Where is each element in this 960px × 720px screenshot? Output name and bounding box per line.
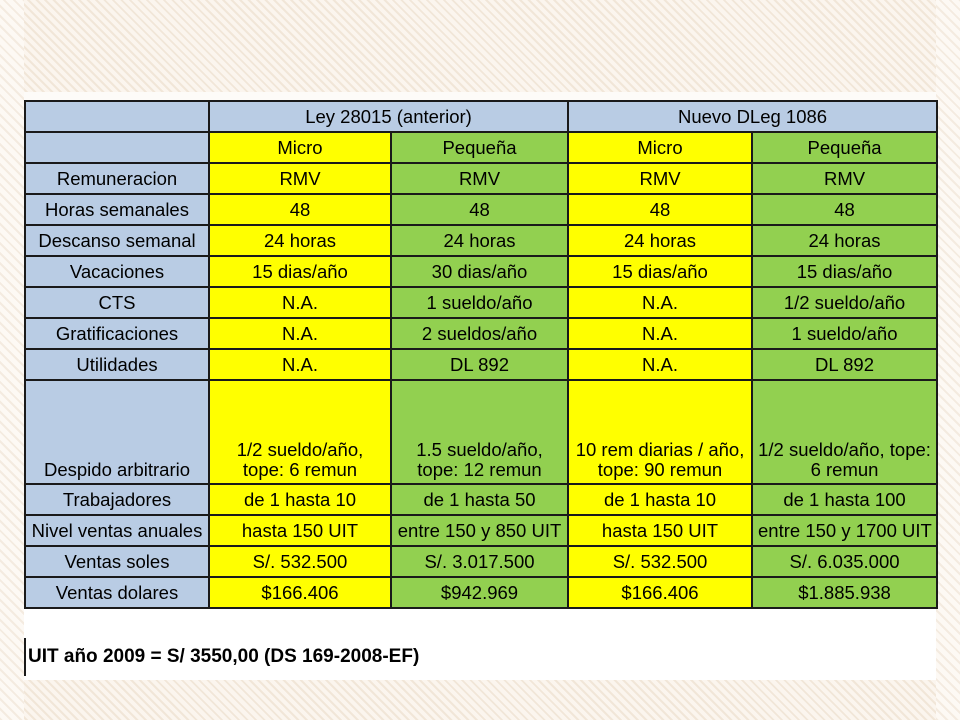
table-row: Horas semanales 48 48 48 48 bbox=[24, 193, 939, 226]
table-cell: DL 892 bbox=[751, 348, 939, 381]
table-cell: hasta 150 UIT bbox=[567, 514, 754, 547]
table-cell: RMV bbox=[567, 162, 754, 195]
table-cell: 1 sueldo/año bbox=[389, 286, 570, 319]
table-cell: 30 dias/año bbox=[389, 255, 570, 288]
table-cell: 24 horas bbox=[389, 224, 570, 257]
table-row: Remuneracion RMV RMV RMV RMV bbox=[24, 162, 939, 195]
decorative-frame-bottom bbox=[0, 680, 960, 720]
table-row: Despido arbitrario 1/2 sueldo/año, tope: 6… bbox=[24, 379, 939, 485]
row-label: Despido arbitrario bbox=[24, 379, 210, 485]
cell-line: 1/2 sueldo/año, bbox=[236, 439, 364, 461]
table-cell: 1.5 sueldo/año, tope: 12 remun bbox=[389, 379, 570, 485]
table-cell: N.A. bbox=[567, 286, 754, 319]
sub-header-micro: Micro bbox=[567, 131, 754, 164]
header-group-row: Ley 28015 (anterior) Nuevo DLeg 1086 bbox=[24, 100, 939, 133]
table-row: Ventas soles S/. 532.500 S/. 3.017.500 S/. … bbox=[24, 545, 939, 578]
table-cell: $942.969 bbox=[389, 576, 570, 609]
table-cell: N.A. bbox=[208, 286, 392, 319]
corner-cell bbox=[24, 100, 210, 133]
cell-line: tope: 12 remun bbox=[417, 458, 542, 480]
row-label: Descanso semanal bbox=[24, 224, 210, 257]
table-cell: 1/2 sueldo/año bbox=[751, 286, 939, 319]
table-cell: N.A. bbox=[208, 348, 392, 381]
table-cell: 15 dias/año bbox=[751, 255, 939, 288]
header-group-dleg-1086: Nuevo DLeg 1086 bbox=[567, 100, 939, 133]
table-row: Utilidades N.A. DL 892 N.A. DL 892 bbox=[24, 348, 939, 381]
row-label: Horas semanales bbox=[24, 193, 210, 226]
table-cell: S/. 532.500 bbox=[208, 545, 392, 578]
table-cell: entre 150 y 850 UIT bbox=[389, 514, 570, 547]
table-row: Trabajadores de 1 hasta 10 de 1 hasta 50 de… bbox=[24, 483, 939, 516]
sub-header-pequena: Pequeña bbox=[389, 131, 570, 164]
cell-line: tope: 90 remun bbox=[597, 458, 723, 480]
cell-line: 1.5 sueldo/año, bbox=[416, 439, 543, 461]
decorative-frame-left bbox=[0, 0, 24, 720]
comparison-table: Ley 28015 (anterior) Nuevo DLeg 1086 Mic… bbox=[24, 100, 939, 609]
table-cell: entre 150 y 1700 UIT bbox=[751, 514, 939, 547]
slide-sheet: Ley 28015 (anterior) Nuevo DLeg 1086 Mic… bbox=[24, 100, 939, 680]
sub-header-row: Micro Pequeña Micro Pequeña bbox=[24, 131, 939, 164]
sub-header-micro: Micro bbox=[208, 131, 392, 164]
table-row: CTS N.A. 1 sueldo/año N.A. 1/2 sueldo/año bbox=[24, 286, 939, 319]
table-cell: de 1 hasta 10 bbox=[567, 483, 754, 516]
sub-header-corner-cell bbox=[24, 131, 210, 164]
row-label: CTS bbox=[24, 286, 210, 319]
decorative-frame-top bbox=[0, 0, 960, 92]
row-label: Vacaciones bbox=[24, 255, 210, 288]
cell-line: 1/2 sueldo/año, tope: bbox=[758, 439, 931, 461]
decorative-frame-right bbox=[936, 0, 960, 720]
row-label: Ventas dolares bbox=[24, 576, 210, 609]
table-cell: hasta 150 UIT bbox=[208, 514, 392, 547]
table-cell: S/. 532.500 bbox=[567, 545, 754, 578]
table-cell: 1 sueldo/año bbox=[751, 317, 939, 350]
cell-line: 10 rem diarias / año, bbox=[575, 439, 745, 461]
table-cell: $166.406 bbox=[208, 576, 392, 609]
table-row: Descanso semanal 24 horas 24 horas 24 horas… bbox=[24, 224, 939, 257]
sub-header-pequena: Pequeña bbox=[751, 131, 939, 164]
row-label: Remuneracion bbox=[24, 162, 210, 195]
table-cell: 48 bbox=[751, 193, 939, 226]
table-cell: 48 bbox=[389, 193, 570, 226]
table-cell: DL 892 bbox=[389, 348, 570, 381]
table-cell: $166.406 bbox=[567, 576, 754, 609]
table-cell: 24 horas bbox=[567, 224, 754, 257]
table-cell: 24 horas bbox=[751, 224, 939, 257]
table-cell: 1/2 sueldo/año, tope: 6 remun bbox=[208, 379, 392, 485]
table-row: Vacaciones 15 dias/año 30 dias/año 15 dias/… bbox=[24, 255, 939, 288]
table-cell: RMV bbox=[208, 162, 392, 195]
table-row: Gratificaciones N.A. 2 sueldos/año N.A. 1 su… bbox=[24, 317, 939, 350]
table-cell: RMV bbox=[751, 162, 939, 195]
uit-footnote: UIT año 2009 = S/ 3550,00 (DS 169-2008-E… bbox=[24, 638, 940, 676]
table-cell: RMV bbox=[389, 162, 570, 195]
table-cell: 15 dias/año bbox=[208, 255, 392, 288]
table-cell: 48 bbox=[567, 193, 754, 226]
row-label: Ventas soles bbox=[24, 545, 210, 578]
table-cell: N.A. bbox=[208, 317, 392, 350]
table-cell: de 1 hasta 10 bbox=[208, 483, 392, 516]
row-label: Nivel ventas anuales bbox=[24, 514, 210, 547]
table-cell: S/. 3.017.500 bbox=[389, 545, 570, 578]
table-cell: $1.885.938 bbox=[751, 576, 939, 609]
table-cell: N.A. bbox=[567, 348, 754, 381]
table-cell: 24 horas bbox=[208, 224, 392, 257]
table-cell: S/. 6.035.000 bbox=[751, 545, 939, 578]
table-cell: 10 rem diarias / año, tope: 90 remun bbox=[567, 379, 754, 485]
table-cell: 1/2 sueldo/año, tope: 6 remun bbox=[751, 379, 939, 485]
row-label: Utilidades bbox=[24, 348, 210, 381]
cell-line: 6 remun bbox=[810, 458, 879, 480]
table-row: Nivel ventas anuales hasta 150 UIT entre 1… bbox=[24, 514, 939, 547]
table-cell: 2 sueldos/año bbox=[389, 317, 570, 350]
table-cell: N.A. bbox=[567, 317, 754, 350]
table-row: Ventas dolares $166.406 $942.969 $166.406 $1… bbox=[24, 576, 939, 609]
row-label: Gratificaciones bbox=[24, 317, 210, 350]
header-group-ley-28015: Ley 28015 (anterior) bbox=[207, 100, 570, 133]
table-cell: 48 bbox=[208, 193, 392, 226]
row-label: Trabajadores bbox=[24, 483, 210, 516]
cell-line: tope: 6 remun bbox=[242, 458, 358, 480]
table-cell: de 1 hasta 100 bbox=[751, 483, 939, 516]
table-cell: 15 dias/año bbox=[567, 255, 754, 288]
table-cell: de 1 hasta 50 bbox=[389, 483, 570, 516]
